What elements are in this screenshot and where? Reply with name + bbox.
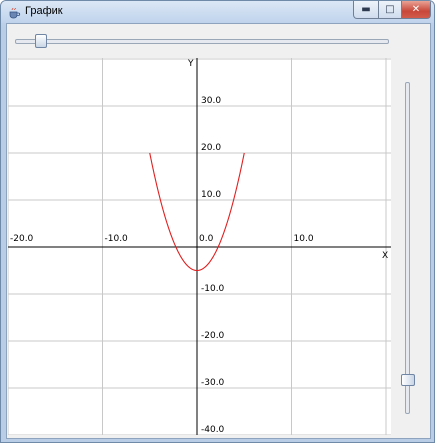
horizontal-slider-thumb[interactable] [35,34,48,48]
y-tick-label: 10.0 [201,190,221,200]
window-title: График [25,5,63,17]
x-tick-label: -10.0 [105,234,129,244]
title-bar[interactable]: График ▬ □ ✕ [1,1,434,23]
x-tick-label: 10.0 [294,234,314,244]
graph-panel: X Y -20.0 -10.0 0.0 10.0 30.0 20.0 10.0 -10.0 -20.… [8,58,391,435]
horizontal-slider[interactable] [15,34,389,48]
java-cup-icon [9,7,21,19]
content-pane: X Y -20.0 -10.0 0.0 10.0 30.0 20.0 10.0 -10.0 -20.… [6,23,431,439]
minimize-button[interactable]: ▬ [353,1,379,19]
parabola-series-line [149,152,245,272]
vertical-slider-track[interactable] [405,82,410,414]
minimize-icon: ▬ [361,4,371,15]
x-axis-label: X [382,251,388,261]
y-tick-label: -40.0 [201,425,225,435]
vertical-slider[interactable] [401,82,415,414]
maximize-icon: □ [385,4,395,15]
close-icon: ✕ [411,4,421,15]
y-tick-label: 30.0 [201,96,221,106]
x-tick-label: -20.0 [10,234,34,244]
y-tick-label: -10.0 [201,284,225,294]
function-plot: X Y -20.0 -10.0 0.0 10.0 30.0 20.0 10.0 -10.0 -20.… [8,58,391,435]
y-tick-label: -30.0 [201,378,225,388]
y-tick-label: 20.0 [201,143,221,153]
x-tick-label: 0.0 [199,234,214,244]
vertical-slider-thumb[interactable] [401,374,415,387]
y-axis-label: Y [187,59,194,69]
maximize-button[interactable]: □ [378,1,402,19]
close-button[interactable]: ✕ [401,1,431,19]
horizontal-slider-track[interactable] [15,39,389,44]
y-tick-label: -20.0 [201,331,225,341]
